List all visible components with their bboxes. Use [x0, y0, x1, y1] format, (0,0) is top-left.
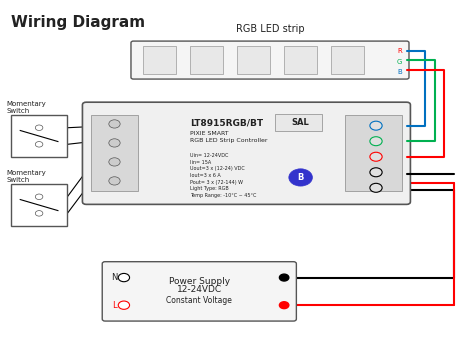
Text: N: N [111, 273, 118, 282]
Circle shape [279, 274, 289, 281]
Circle shape [370, 183, 382, 192]
Circle shape [36, 194, 43, 199]
Circle shape [109, 158, 120, 166]
Bar [143, 46, 176, 74]
Circle shape [36, 211, 43, 216]
Bar [331, 46, 364, 74]
Circle shape [109, 139, 120, 147]
Text: LT8915RGB/BT: LT8915RGB/BT [190, 119, 263, 128]
FancyBboxPatch shape [82, 102, 410, 204]
Text: B: B [297, 173, 304, 182]
Circle shape [289, 169, 312, 186]
Bar [284, 46, 317, 74]
Circle shape [118, 274, 129, 282]
Text: L: L [112, 301, 117, 310]
Bar [190, 46, 223, 74]
Text: SAL: SAL [292, 118, 310, 127]
Bar [237, 46, 270, 74]
Text: Constant Voltage: Constant Voltage [166, 295, 232, 304]
Text: G: G [397, 59, 402, 65]
Bar [91, 115, 138, 191]
Circle shape [118, 301, 129, 309]
Bar [275, 113, 322, 131]
Bar [11, 184, 67, 226]
Circle shape [370, 137, 382, 146]
Circle shape [36, 125, 43, 130]
Text: Uin= 12-24VDC
Iin= 15A
Uout=3 x (12-24) VDC
Iout=3 x 6 A
Pout= 3 x (72-144) W
Li: Uin= 12-24VDC Iin= 15A Uout=3 x (12-24) … [190, 153, 256, 198]
Text: Momentary
Switch: Momentary Switch [6, 101, 46, 113]
FancyBboxPatch shape [131, 41, 409, 79]
Text: R: R [397, 48, 402, 54]
Circle shape [109, 120, 120, 128]
Text: 12-24VDC: 12-24VDC [177, 285, 222, 294]
Circle shape [370, 121, 382, 130]
Circle shape [279, 302, 289, 309]
Bar [346, 115, 402, 191]
Text: Momentary
Switch: Momentary Switch [6, 169, 46, 183]
Text: B: B [397, 69, 402, 75]
Text: Power Supply: Power Supply [169, 277, 230, 285]
Text: RGB LED strip: RGB LED strip [236, 24, 304, 34]
Text: RGB LED Strip Controller: RGB LED Strip Controller [190, 138, 267, 143]
Circle shape [109, 177, 120, 185]
Circle shape [370, 168, 382, 177]
Circle shape [370, 152, 382, 161]
Bar [11, 115, 67, 157]
Text: PIXIE SMART: PIXIE SMART [190, 131, 228, 136]
Text: Wiring Diagram: Wiring Diagram [11, 15, 145, 30]
Circle shape [36, 142, 43, 147]
FancyBboxPatch shape [102, 262, 296, 321]
